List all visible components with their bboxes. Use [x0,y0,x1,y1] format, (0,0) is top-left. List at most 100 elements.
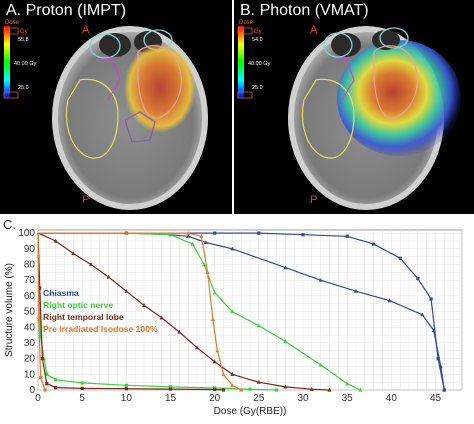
y-tick-label: 70 [24,275,36,286]
series-line-0-1 [38,232,445,391]
data-point [318,277,323,282]
data-point [257,231,261,235]
x-tick-label: 0 [35,393,41,404]
data-point [124,230,129,235]
dose-scale-top: 54.0 [252,37,263,43]
data-point [387,298,392,303]
data-point [186,230,191,235]
dose-scale-top: 55.8 [18,37,29,43]
legend-entry: Right optic nerve [43,300,113,310]
data-point [39,335,43,339]
proton-ct-image [3,26,208,210]
data-point [213,231,217,235]
photon-ct-image [237,26,461,210]
data-point [416,277,420,281]
data-point [283,384,288,389]
data-point [168,387,173,391]
legend-entry: Chiasma [43,288,79,298]
data-point [124,288,129,293]
y-tick-label: 20 [24,354,36,365]
series-line-2-1 [37,232,330,391]
data-point [203,240,208,245]
series-line-0-0 [38,232,445,391]
data-point [205,270,210,274]
data-point [274,388,279,392]
data-point [142,303,146,307]
data-point [309,387,314,391]
data-point [256,379,261,384]
data-point [327,387,332,392]
data-point [221,372,226,376]
y-tick-label: 10 [24,369,36,380]
data-point [420,312,425,317]
x-tick-label: 30 [297,393,309,404]
anterior-label: A [310,24,318,36]
x-tick-label: 10 [121,393,133,404]
data-point [215,348,220,353]
panel-title: B. Photon (VMAT) [240,2,369,19]
dose-scale-mid: 40.00 Gy [14,61,37,67]
y-tick-label: 80 [24,260,36,271]
data-point [177,329,182,334]
photon-dose-panel: B. Photon (VMAT) Dose Gy 54.0 40.00 Gy 2… [234,0,474,214]
y-tick-label: 30 [24,338,36,349]
data-point [283,339,288,343]
y-tick-label: 40 [24,322,36,333]
data-point [256,323,261,328]
dose-colorbar [4,26,10,98]
y-tick-label: 90 [24,244,36,255]
data-point [248,387,252,391]
posterior-label: P [82,194,90,206]
data-point [438,364,443,369]
posterior-label: P [310,194,318,206]
series-line-3-0 [37,233,46,391]
data-point [39,375,43,380]
data-point [195,345,199,350]
data-point [168,232,173,237]
data-point [213,387,217,392]
data-point [239,387,244,392]
dose-scale-bottom: 25.0 [252,85,263,91]
data-point [71,251,76,256]
data-point [80,381,84,385]
data-point [54,386,58,390]
panel-title: A. Proton (IMPT) [6,2,127,19]
data-point [53,238,58,243]
series-line-1-1 [38,232,361,391]
data-point [186,234,191,238]
data-point [38,286,42,290]
data-point [230,309,235,314]
dvh-chart: 0 5 10 15 20 25 30 35 40 45 0 10 20 30 40 50 60 70 80 90 100… [3,217,463,417]
data-point [221,388,226,392]
data-point [230,383,235,387]
x-axis-label: Dose (Gy(RBE)) [214,406,287,417]
data-point [80,386,84,391]
panel-label: C. [3,217,16,232]
dose-unit: Gy [254,29,262,35]
data-point [45,372,49,376]
data-point [431,328,436,332]
x-tick-label: 15 [165,393,177,404]
data-point [202,262,207,267]
dose-colorbar [238,26,244,98]
data-point [283,265,288,270]
dvh-chart-area: 0 5 10 15 20 25 30 35 40 45 0 10 20 30 40 50 60 70 80 90 100… [0,216,474,419]
data-point [354,288,358,293]
data-point [345,234,349,238]
data-point [199,234,204,238]
data-point [429,297,433,301]
x-tick-label: 25 [253,393,265,404]
x-tick-label: 5 [79,393,85,404]
data-point [301,233,305,237]
dose-unit: Gy [20,29,28,35]
data-point [106,274,111,279]
data-point [318,362,323,367]
series-line-2-0 [37,233,224,391]
data-point [398,256,402,260]
data-point [159,315,164,320]
legend-entry: Right temporal lobe [43,312,124,322]
y-tick-label: 60 [24,291,36,302]
dose-label: Dose [5,20,20,26]
data-point [89,262,93,267]
data-point [124,387,128,391]
